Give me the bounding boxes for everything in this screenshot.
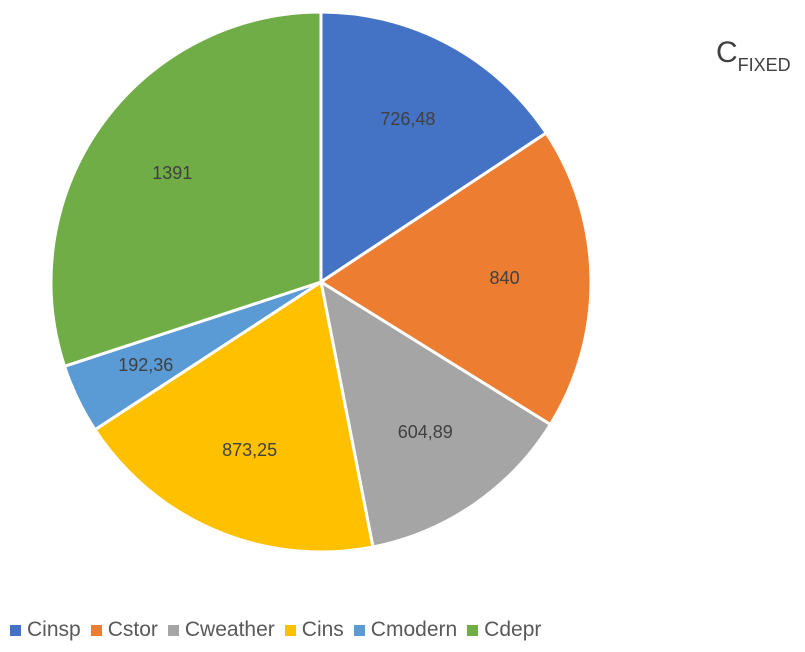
legend-label-cinsp: Cinsp: [27, 618, 81, 641]
data-label-cdepr: 1391: [152, 163, 192, 183]
legend-item-cstor: Cstor: [90, 618, 158, 642]
data-label-cstor: 840: [490, 268, 520, 288]
legend-label-cweather: Cweather: [184, 618, 275, 641]
legend-swatch-cinsp: [10, 624, 21, 636]
chart-title: CFIXED: [716, 36, 791, 76]
legend-label-cstor: Cstor: [107, 618, 158, 641]
legend-label-cmodern: Cmodern: [370, 618, 458, 641]
chart-title-main: C: [716, 36, 738, 69]
data-label-cweather: 604,89: [398, 422, 453, 442]
pie-slice-cins: [93, 280, 375, 554]
legend-item-cweather: Cweather: [167, 618, 275, 642]
legend-swatch-cmodern: [353, 624, 365, 636]
legend-swatch-cweather: [167, 624, 179, 636]
legend-label-cdepr: Cdepr: [484, 618, 542, 641]
legend-swatch-cstor: [90, 624, 102, 636]
legend-item-cinsp: Cinsp: [10, 618, 81, 642]
legend-item-cins: Cins: [284, 618, 344, 642]
legend-label-cins: Cins: [301, 618, 344, 641]
data-label-cmodern: 192,36: [118, 355, 173, 375]
pie-slice-cdepr: [49, 10, 323, 368]
legend-item-cdepr: Cdepr: [467, 618, 541, 642]
chart-title-subscript: FIXED: [737, 55, 791, 75]
legend: Cinsp Cstor Cweather Cins Cmodern Cdepr: [10, 618, 541, 642]
legend-item-cmodern: Cmodern: [353, 618, 458, 642]
pie-slice-cinsp: [319, 10, 548, 284]
pie-plot-area: 726,48 840 604,89 873,25 192,36 1391: [49, 10, 593, 554]
data-label-cinsp: 726,48: [380, 109, 435, 129]
data-label-cins: 873,25: [222, 440, 277, 460]
pie-slice-cstor: [319, 131, 593, 426]
legend-swatch-cdepr: [467, 624, 479, 636]
pie-slice-cweather: [319, 280, 552, 549]
legend-swatch-cins: [284, 624, 296, 636]
